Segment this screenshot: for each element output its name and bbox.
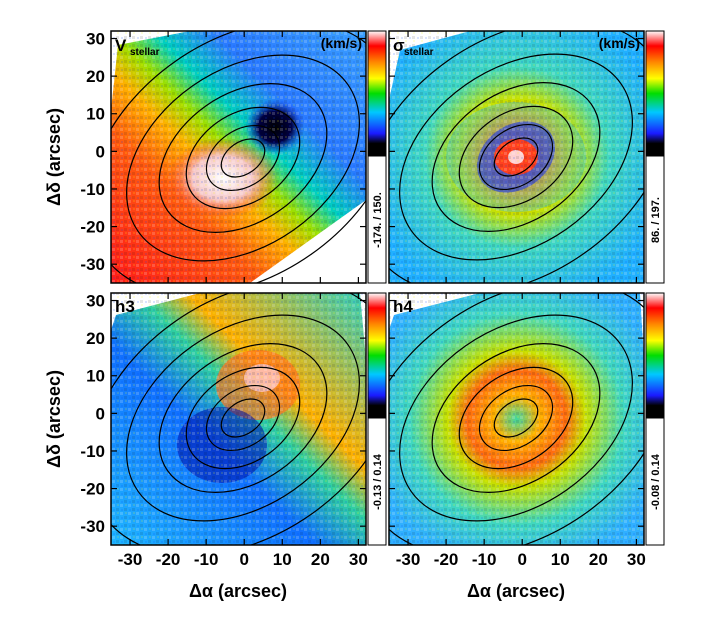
h3-colorbar (367, 292, 387, 419)
x-tick-label: -30 (396, 550, 421, 569)
panel-dispersion: σ stellar (km/s) 86. / 197. (388, 30, 665, 284)
x-tick-label: 0 (517, 550, 526, 569)
x-tick-label: 20 (589, 550, 608, 569)
x-tick-label: 20 (311, 550, 330, 569)
h4-colorbar (645, 292, 665, 419)
dispersion-panel-sublabel: stellar (404, 47, 434, 58)
velocity-unit: (km/s) (321, 35, 362, 51)
h3-frame (110, 292, 367, 546)
panel-h4: h4 -0.08 / 0.14 (388, 292, 665, 546)
axis-ticks: 30 20 10 0 -10 -20 -30 -30 -20 -10 0 10 20 30 30 20 10 0 -… (80, 30, 645, 569)
x-tick-label: -10 (194, 550, 219, 569)
panel-velocity: V stellar (km/s) -174. / 150. (110, 30, 387, 284)
velocity-colorbar-range: -174. / 150. (372, 192, 384, 248)
velocity-panel-sublabel: stellar (130, 47, 160, 58)
velocity-colorbar (367, 30, 387, 157)
y-tick-label: 20 (86, 67, 105, 86)
y-axis-label-top: Δδ (arcsec) (44, 108, 64, 206)
y-tick-label: 10 (86, 105, 105, 124)
h4-panel-label: h4 (393, 297, 413, 316)
velocity-contours (111, 31, 366, 283)
h4-contours (389, 293, 644, 545)
x-tick-label: 30 (627, 550, 646, 569)
x-axis-label-right: Δα (arcsec) (467, 581, 565, 601)
h3-map (111, 293, 366, 545)
h3-colorbar-range: -0.13 / 0.14 (372, 453, 384, 510)
velocity-panel-label: V (115, 36, 127, 55)
dispersion-panel-label: σ (393, 36, 405, 55)
y-tick-label: -30 (80, 517, 105, 536)
x-tick-label: -20 (156, 550, 181, 569)
dispersion-frame (388, 30, 645, 284)
y-tick-label: 30 (86, 292, 105, 311)
dispersion-contours (389, 31, 644, 283)
x-tick-label: -20 (434, 550, 459, 569)
dispersion-unit: (km/s) (599, 35, 640, 51)
x-tick-label: 30 (349, 550, 368, 569)
y-axis-label-bottom: Δδ (arcsec) (44, 370, 64, 468)
x-tick-label: -10 (472, 550, 497, 569)
x-axis-label-left: Δα (arcsec) (189, 581, 287, 601)
panel-h3: h3 -0.13 / 0.14 (110, 292, 387, 546)
h3-contours (111, 293, 366, 545)
y-tick-label: -10 (80, 442, 105, 461)
dispersion-map (389, 31, 644, 283)
y-tick-label: 0 (96, 404, 105, 423)
dispersion-colorbar-range: 86. / 197. (650, 197, 662, 243)
x-tick-label: 10 (273, 550, 292, 569)
y-tick-label: 10 (86, 367, 105, 386)
y-tick-label: -20 (80, 480, 105, 499)
y-tick-label: 0 (96, 142, 105, 161)
h3-panel-label: h3 (115, 297, 135, 316)
h4-frame (388, 292, 645, 546)
x-tick-label: 10 (551, 550, 570, 569)
y-tick-label: 20 (86, 329, 105, 348)
velocity-map (111, 31, 366, 283)
y-tick-label: -20 (80, 218, 105, 237)
velocity-frame (110, 30, 367, 284)
y-tick-label: -30 (80, 255, 105, 274)
x-tick-label: -30 (118, 550, 143, 569)
x-tick-label: 0 (239, 550, 248, 569)
y-tick-label: 30 (86, 30, 105, 49)
h4-colorbar-range: -0.08 / 0.14 (650, 453, 662, 510)
h4-map (389, 293, 644, 545)
dispersion-colorbar (645, 30, 665, 157)
y-tick-label: -10 (80, 180, 105, 199)
